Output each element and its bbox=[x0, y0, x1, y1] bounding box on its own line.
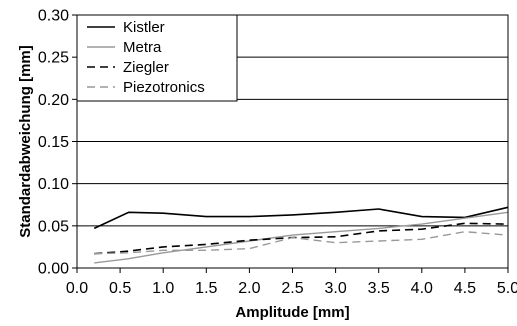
y-tick-label: 0.10 bbox=[38, 176, 69, 193]
x-tick-label: 1.0 bbox=[152, 280, 174, 297]
x-tick-label: 1.5 bbox=[195, 280, 217, 297]
x-tick-label: 0.5 bbox=[109, 280, 131, 297]
x-tick-label: 0.0 bbox=[66, 280, 88, 297]
y-tick-label: 0.00 bbox=[38, 261, 69, 278]
y-tick-label: 0.05 bbox=[38, 218, 69, 235]
legend-label-metra: Metra bbox=[123, 39, 162, 56]
legend-label-kistler: Kistler bbox=[123, 19, 165, 36]
y-tick-label: 0.20 bbox=[38, 92, 69, 109]
x-axis-title: Amplitude [mm] bbox=[235, 304, 349, 321]
x-tick-label: 4.5 bbox=[454, 280, 476, 297]
series-line-metra bbox=[94, 211, 509, 264]
x-tick-label: 2.0 bbox=[238, 280, 260, 297]
x-tick-label: 2.5 bbox=[281, 280, 303, 297]
y-axis-title: Standardabweichung [mm] bbox=[17, 45, 34, 238]
x-tick-label: 3.0 bbox=[324, 280, 346, 297]
series-line-kistler bbox=[93, 206, 509, 230]
x-axis-ticks: 0.0 0.5 1.0 1.5 2.0 2.5 3.0 3.5 4.0 4.5 5.0 bbox=[66, 268, 517, 297]
x-tick-label: 4.0 bbox=[411, 280, 433, 297]
x-tick-label: 5.0 bbox=[497, 280, 517, 297]
series-lines bbox=[93, 206, 509, 264]
y-tick-label: 0.30 bbox=[38, 8, 69, 25]
y-tick-label: 0.25 bbox=[38, 50, 69, 67]
legend-label-ziegler: Ziegler bbox=[123, 59, 169, 76]
y-axis-ticks: 0.00 0.05 0.10 0.15 0.20 0.25 0.30 bbox=[38, 8, 77, 278]
legend: Kistler Metra Ziegler Piezotronics bbox=[76, 14, 238, 102]
y-tick-label: 0.15 bbox=[38, 134, 69, 151]
series-line-piezotronics bbox=[94, 230, 509, 255]
legend-label-piezotronics: Piezotronics bbox=[123, 79, 205, 96]
x-tick-label: 3.5 bbox=[368, 280, 390, 297]
